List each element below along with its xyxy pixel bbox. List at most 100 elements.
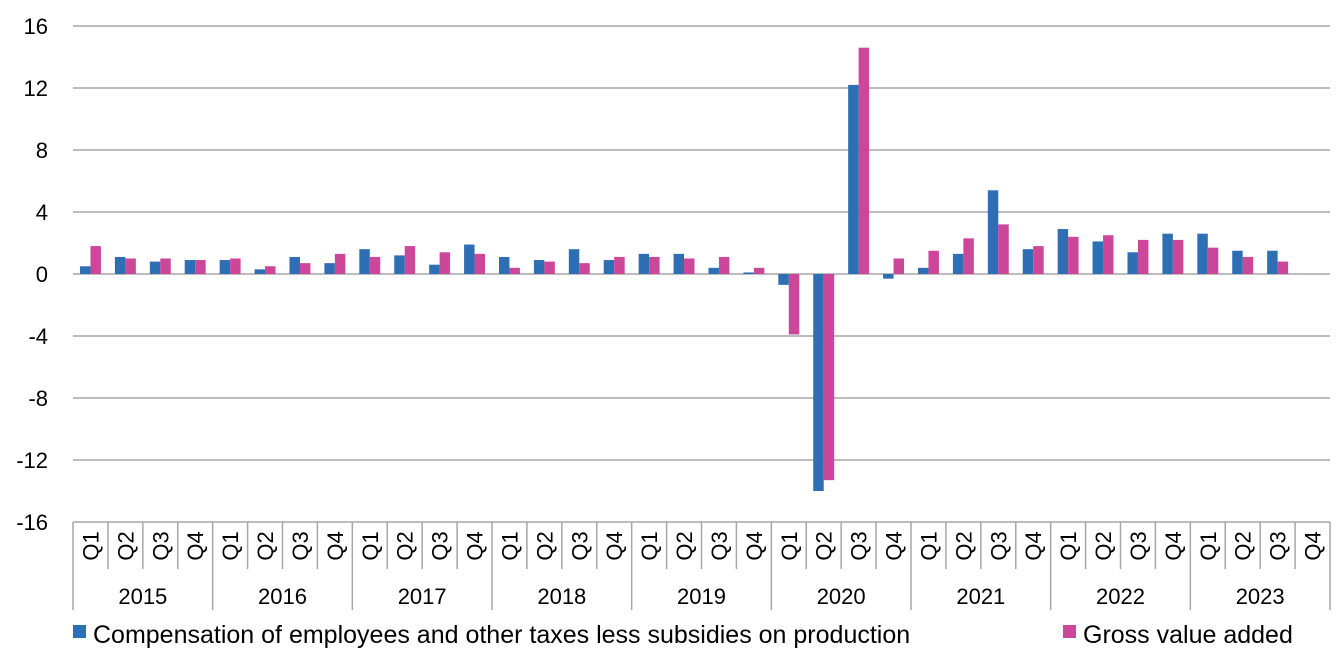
bar [1207, 247, 1219, 274]
bar [1242, 256, 1254, 274]
bar [509, 267, 520, 274]
bar [813, 274, 824, 491]
bar [708, 267, 719, 274]
x-tick-label: Q4 [1021, 531, 1046, 560]
y-tick-label: -16 [16, 510, 48, 535]
x-tick-label: Q3 [148, 531, 173, 560]
x-tick-label: Q1 [218, 531, 243, 560]
x-tick-label: Q3 [1126, 531, 1151, 560]
x-tick-label: Q4 [602, 531, 627, 560]
x-tick-label: Q4 [463, 531, 488, 560]
bar [638, 253, 650, 274]
bar [404, 246, 416, 274]
bar [1103, 235, 1114, 274]
x-tick-label: Q2 [532, 531, 557, 560]
x-tick-label: Q2 [113, 531, 138, 560]
bar [1162, 233, 1173, 274]
bar [464, 244, 475, 274]
bar [823, 274, 835, 481]
bar [1057, 229, 1069, 274]
bar [684, 258, 695, 274]
x-year-label: 2019 [677, 584, 726, 609]
bar [394, 255, 405, 274]
bar [125, 258, 136, 274]
bar [160, 258, 171, 274]
bar [265, 266, 276, 274]
x-tick-label: Q1 [637, 531, 662, 560]
bar [230, 258, 241, 274]
legend-label-gross-value-added: Gross value added [1083, 621, 1293, 649]
bar [114, 256, 126, 274]
x-tick-label: Q3 [1266, 531, 1291, 560]
bar [1127, 252, 1138, 274]
x-tick-label: Q2 [393, 531, 418, 560]
bar [369, 256, 381, 274]
legend-swatch-compensation [73, 625, 86, 638]
x-tick-label: Q4 [882, 531, 907, 560]
y-tick-label: 12 [24, 76, 48, 101]
y-tick-label: -4 [28, 324, 48, 349]
bars [79, 47, 1289, 491]
bar [1092, 241, 1104, 274]
bar [1033, 246, 1044, 274]
bar [987, 190, 999, 274]
x-tick-label: Q3 [707, 531, 732, 560]
bar [1197, 233, 1208, 274]
bar [219, 260, 231, 274]
bar [917, 267, 929, 274]
bar [579, 263, 590, 274]
bar [778, 274, 789, 285]
y-tick-label: 16 [24, 14, 48, 39]
bar [1172, 239, 1184, 274]
x-year-label: 2018 [537, 584, 586, 609]
bar [498, 256, 510, 274]
bar [544, 261, 555, 274]
legend: Compensation of employees and other taxe… [73, 621, 1293, 649]
y-tick-label: 8 [36, 138, 48, 163]
x-tick-label: Q2 [812, 531, 837, 560]
bar [788, 274, 800, 335]
bar [718, 256, 730, 274]
x-tick-label: Q4 [183, 531, 208, 560]
bar [1277, 261, 1289, 274]
x-year-label: 2016 [258, 584, 307, 609]
bar [90, 246, 101, 274]
x-tick-label: Q1 [1056, 531, 1081, 560]
bar [952, 253, 964, 274]
x-tick-label: Q2 [253, 531, 278, 560]
x-year-label: 2020 [817, 584, 866, 609]
x-axis: Q1 Q2 Q3 Q4 Q1 Q2 Q3 Q4 Q1 Q2 Q3 Q4 Q1 Q2 Q3 Q4 Q1 Q2 Q3 Q4… [72, 522, 1331, 610]
x-tick-label: Q4 [323, 531, 348, 560]
y-tick-label: -8 [28, 386, 48, 411]
x-tick-label: Q4 [742, 531, 767, 560]
bar [149, 261, 161, 274]
bar [753, 267, 765, 274]
x-tick-label: Q3 [428, 531, 453, 560]
x-year-label: 2022 [1096, 584, 1145, 609]
bar [883, 274, 894, 279]
bar [649, 256, 660, 274]
x-tick-label: Q4 [1301, 531, 1326, 560]
x-tick-label: Q1 [1196, 531, 1221, 560]
y-tick-label: 0 [36, 262, 48, 287]
bar [439, 252, 451, 274]
bar [79, 266, 91, 274]
bar [289, 256, 300, 274]
bar [603, 260, 615, 274]
x-year-label: 2015 [118, 584, 167, 609]
x-tick-label: Q4 [1161, 531, 1186, 560]
bar [533, 260, 545, 274]
x-year-label: 2023 [1236, 584, 1285, 609]
bar [254, 269, 266, 274]
x-tick-label: Q3 [847, 531, 872, 560]
x-tick-label: Q1 [916, 531, 941, 560]
bar [184, 260, 196, 274]
bar [1232, 250, 1243, 274]
x-tick-label: Q1 [78, 531, 103, 560]
legend-label-compensation: Compensation of employees and other taxe… [93, 621, 910, 649]
bar [324, 263, 335, 274]
bar [673, 253, 685, 274]
x-tick-label: Q1 [497, 531, 522, 560]
bar [568, 249, 580, 274]
